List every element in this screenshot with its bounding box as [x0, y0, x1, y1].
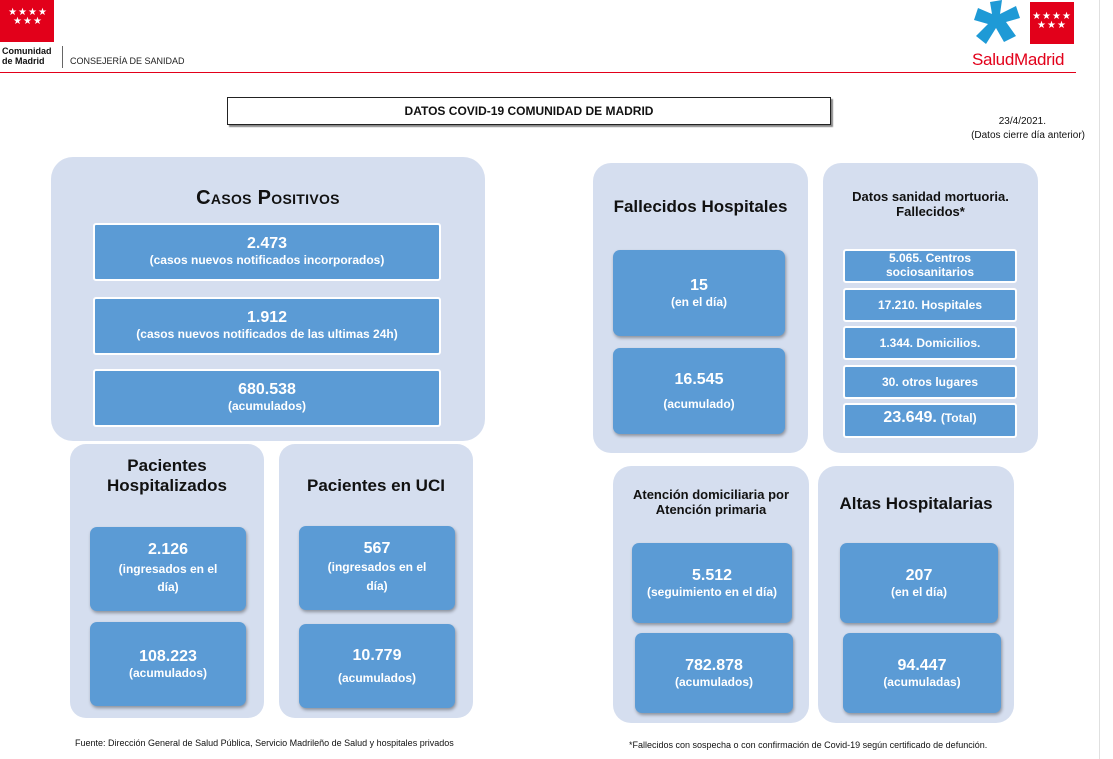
hospitalizados-title: Pacientes Hospitalizados [107, 456, 227, 495]
uci-dia-value: 567 [363, 539, 391, 557]
fallecidos-acumulado-box: 16.545 (acumulado) [613, 348, 785, 434]
altas-panel: Altas Hospitalarias 207 (en el día) 94.4… [818, 466, 1014, 723]
header-divider [62, 46, 63, 68]
brand-madrid: Madrid [1013, 50, 1065, 69]
altas-acumuladas-value: 94.447 [897, 656, 947, 674]
department-name: CONSEJERÍA DE SANIDAD [70, 56, 185, 66]
header-rule [0, 72, 1076, 73]
fallecidos-dia-box: 15 (en el día) [613, 250, 785, 336]
altas-acumuladas-label: (acumuladas) [883, 675, 961, 689]
date-note: (Datos cierre día anterior) [971, 130, 1085, 141]
mortuoria-panel: Datos sanidad mortuoria. Fallecidos* 5.0… [823, 163, 1038, 453]
salud-flag: ★★★★ ★★★ [1030, 2, 1074, 44]
domiciliaria-acumulados-value: 782.878 [685, 656, 743, 674]
brand-salud: Salud [972, 50, 1014, 69]
hospitalizados-acumulados-value: 108.223 [139, 647, 197, 665]
casos-24h-value: 1.912 [246, 309, 288, 326]
comunidad-madrid-logo: ★★★★ ★★★ [0, 0, 54, 42]
mortuoria-total-value: 23.649. [883, 409, 937, 426]
casos-acumulados-value: 680.538 [238, 381, 296, 398]
hospitalizados-acumulados-label: (acumulados) [128, 666, 207, 680]
salud-cross-icon [974, 0, 1020, 44]
page-edge [1099, 0, 1100, 759]
page-title: DATOS COVID-19 COMUNIDAD DE MADRID [227, 97, 831, 125]
casos-panel: Casos Positivos 2.473 (casos nuevos noti… [51, 157, 485, 441]
mortuoria-total-label: (Total) [940, 411, 977, 425]
uci-dia-label: (ingresados en el día) [327, 560, 427, 594]
salud-madrid-text: SaludMadrid [972, 50, 1064, 70]
casos-nuevos-value: 2.473 [246, 235, 288, 252]
mortuoria-hospitales-text: 17.210. Hospitales [877, 297, 983, 312]
mortuoria-total-box: 23.649. (Total) [843, 403, 1017, 438]
report-date: 23/4/2021. [998, 116, 1046, 127]
uci-panel: Pacientes en UCI 567 (ingresados en el d… [279, 444, 473, 718]
uci-title: Pacientes en UCI [307, 476, 445, 495]
altas-dia-box: 207 (en el día) [840, 543, 998, 623]
hospitalizados-dia-box: 2.126 (ingresados en el día) [90, 527, 246, 611]
fallecidos-panel: Fallecidos Hospitales 15 (en el día) 16.… [593, 163, 808, 453]
casos-24h-box: 1.912 (casos nuevos notificados de las u… [93, 297, 441, 355]
domiciliaria-acumulados-label: (acumulados) [674, 675, 753, 689]
casos-nuevos-box: 2.473 (casos nuevos notificados incorpor… [93, 223, 441, 281]
domiciliaria-dia-label: (seguimiento en el día) [646, 585, 778, 599]
domiciliaria-dia-value: 5.512 [691, 566, 733, 584]
mortuoria-otros-box: 30. otros lugares [843, 365, 1017, 399]
fallecidos-title: Fallecidos Hospitales [613, 197, 788, 216]
domiciliaria-panel: Atención domiciliaria por Atención prima… [613, 466, 809, 723]
domiciliaria-dia-box: 5.512 (seguimiento en el día) [632, 543, 792, 623]
source-note: Fuente: Dirección General de Salud Públi… [75, 738, 454, 748]
hospitalizados-dia-value: 2.126 [147, 541, 189, 559]
salud-madrid-logo: ★★★★ ★★★ SaludMadrid [972, 0, 1076, 72]
org-name-line2: de Madrid [2, 56, 45, 66]
uci-acumulados-label: (acumulados) [337, 671, 416, 685]
org-name: Comunidad de Madrid [2, 46, 52, 66]
altas-title: Altas Hospitalarias [839, 494, 993, 513]
fallecidos-dia-value: 15 [690, 276, 708, 294]
fallecidos-acumulado-value: 16.545 [674, 370, 724, 388]
casos-title: Casos Positivos [196, 187, 340, 209]
altas-acumuladas-box: 94.447 (acumuladas) [843, 633, 1001, 713]
hospitalizados-acumulados-box: 108.223 (acumulados) [90, 622, 246, 706]
domiciliaria-acumulados-box: 782.878 (acumulados) [635, 633, 793, 713]
casos-acumulados-label: (acumulados) [227, 399, 306, 414]
logo-stars: ★★★★ ★★★ [8, 7, 48, 27]
fallecidos-dia-label: (en el día) [670, 295, 727, 309]
hospitalizados-panel: Pacientes Hospitalizados 2.126 (ingresad… [70, 444, 264, 718]
casos-acumulados-box: 680.538 (acumulados) [93, 369, 441, 427]
mortuoria-domicilios-text: 1.344. Domicilios. [879, 335, 981, 350]
altas-dia-label: (en el día) [890, 585, 947, 599]
altas-dia-value: 207 [905, 566, 933, 584]
uci-acumulados-value: 10.779 [352, 646, 402, 664]
hospitalizados-dia-label: (ingresados en el día) [118, 561, 218, 595]
flag-stars: ★★★★ ★★★ [1032, 11, 1072, 31]
mortuoria-otros-text: 30. otros lugares [881, 374, 979, 389]
org-name-line1: Comunidad [2, 46, 52, 56]
uci-acumulados-box: 10.779 (acumulados) [299, 624, 455, 708]
mortuoria-sociosanitarios-text: 5.065. Centros sociosanitarios [885, 251, 975, 279]
domiciliaria-title: Atención domiciliaria por Atención prima… [632, 487, 790, 517]
casos-24h-label: (casos nuevos notificados de las ultimas… [136, 327, 398, 342]
mortuoria-domicilios-box: 1.344. Domicilios. [843, 326, 1017, 360]
mortuoria-sociosanitarios-box: 5.065. Centros sociosanitarios [843, 249, 1017, 283]
fallecidos-acumulado-label: (acumulado) [663, 397, 735, 411]
casos-nuevos-label: (casos nuevos notificados incorporados) [149, 253, 385, 268]
uci-dia-box: 567 (ingresados en el día) [299, 526, 455, 610]
footnote: *Fallecidos con sospecha o con confirmac… [629, 740, 988, 750]
mortuoria-hospitales-box: 17.210. Hospitales [843, 288, 1017, 322]
mortuoria-title: Datos sanidad mortuoria. Fallecidos* [852, 189, 1009, 219]
